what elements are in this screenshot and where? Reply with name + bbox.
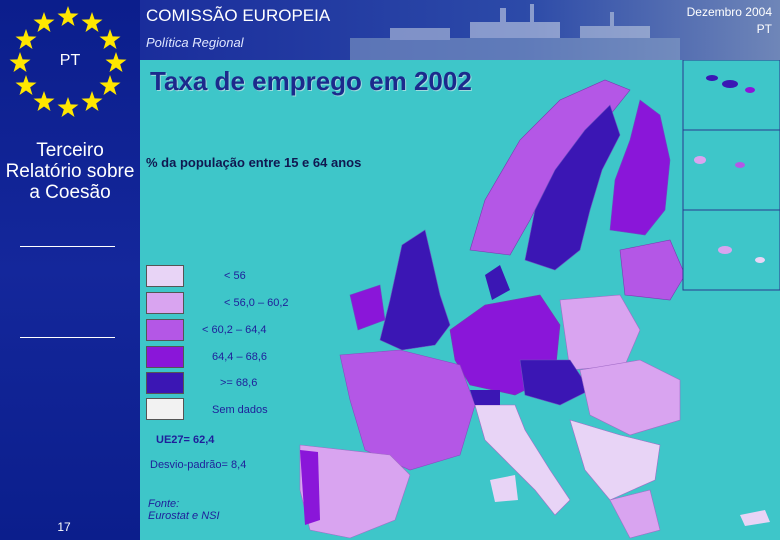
region-italy: [474, 404, 571, 516]
header-bar: [140, 0, 780, 60]
region-czech-austria: [519, 359, 591, 406]
region-great-britain: [379, 229, 451, 351]
eu-average: UE27= 62,4: [156, 434, 215, 446]
legend-label-6: Sem dados: [212, 404, 268, 416]
legend-swatch-3: [146, 319, 184, 341]
region-greece: [609, 489, 661, 539]
region-france: [339, 349, 476, 471]
harbour-ships-icon: [350, 4, 680, 60]
legend-swatch-2: [146, 292, 184, 314]
department-name: Política Regional: [146, 35, 244, 50]
divider: [20, 337, 115, 338]
region-baltics: [619, 239, 686, 301]
legend-label-1: < 56: [224, 270, 246, 282]
map-subtitle: % da população entre 15 e 64 anos: [146, 155, 362, 170]
legend-swatch-1: [146, 265, 184, 287]
flag-language-label: PT: [59, 52, 81, 69]
europe-employment-map: [299, 60, 780, 539]
legend-swatch-6: [146, 398, 184, 420]
region-balkans: [569, 419, 661, 501]
legend-swatch-5: [146, 372, 184, 394]
region-sweden: [524, 104, 621, 271]
date-text: Dezembro 2004: [686, 5, 772, 19]
standard-deviation: Desvio-padrão= 8,4: [150, 459, 247, 471]
region-finland: [609, 99, 671, 236]
region-iberia: [299, 444, 411, 539]
legend-label-2: < 56,0 – 60,2: [224, 297, 289, 309]
region-switzerland: [470, 390, 500, 405]
region-cyprus: [740, 510, 770, 526]
region-sicily-sardinia: [490, 475, 518, 502]
page-number: 17: [57, 520, 71, 534]
divider: [20, 246, 115, 247]
map-sea-background: [140, 60, 780, 540]
region-ireland: [349, 284, 386, 331]
date-block: Dezembro 2004 PT: [687, 4, 772, 38]
region-norway: [469, 79, 631, 256]
language-code: PT: [756, 22, 772, 36]
legend-label-5: >= 68,6: [220, 377, 258, 389]
map-title: Taxa de emprego em 2002: [150, 66, 472, 96]
source-label: Fonte:: [148, 498, 180, 510]
source-note: Fonte: Eurostat e NSI: [148, 498, 220, 522]
region-hungary-romania: [579, 359, 681, 436]
report-title: Terceiro Relatório sobre a Coesão: [5, 140, 135, 203]
region-portugal: [300, 450, 320, 525]
source-text: Eurostat e NSI: [148, 510, 220, 522]
organization-name: COMISSÃO EUROPEIA: [146, 6, 331, 25]
legend-label-3: < 60,2 – 64,4: [202, 324, 267, 336]
inset-atlantic-islands: [682, 129, 780, 211]
region-denmark: [485, 265, 510, 300]
inset-canary-islands: [682, 60, 780, 131]
region-poland: [559, 294, 641, 371]
legend-swatch-4: [146, 346, 184, 368]
legend-label-4: 64,4 – 68,6: [212, 351, 268, 363]
